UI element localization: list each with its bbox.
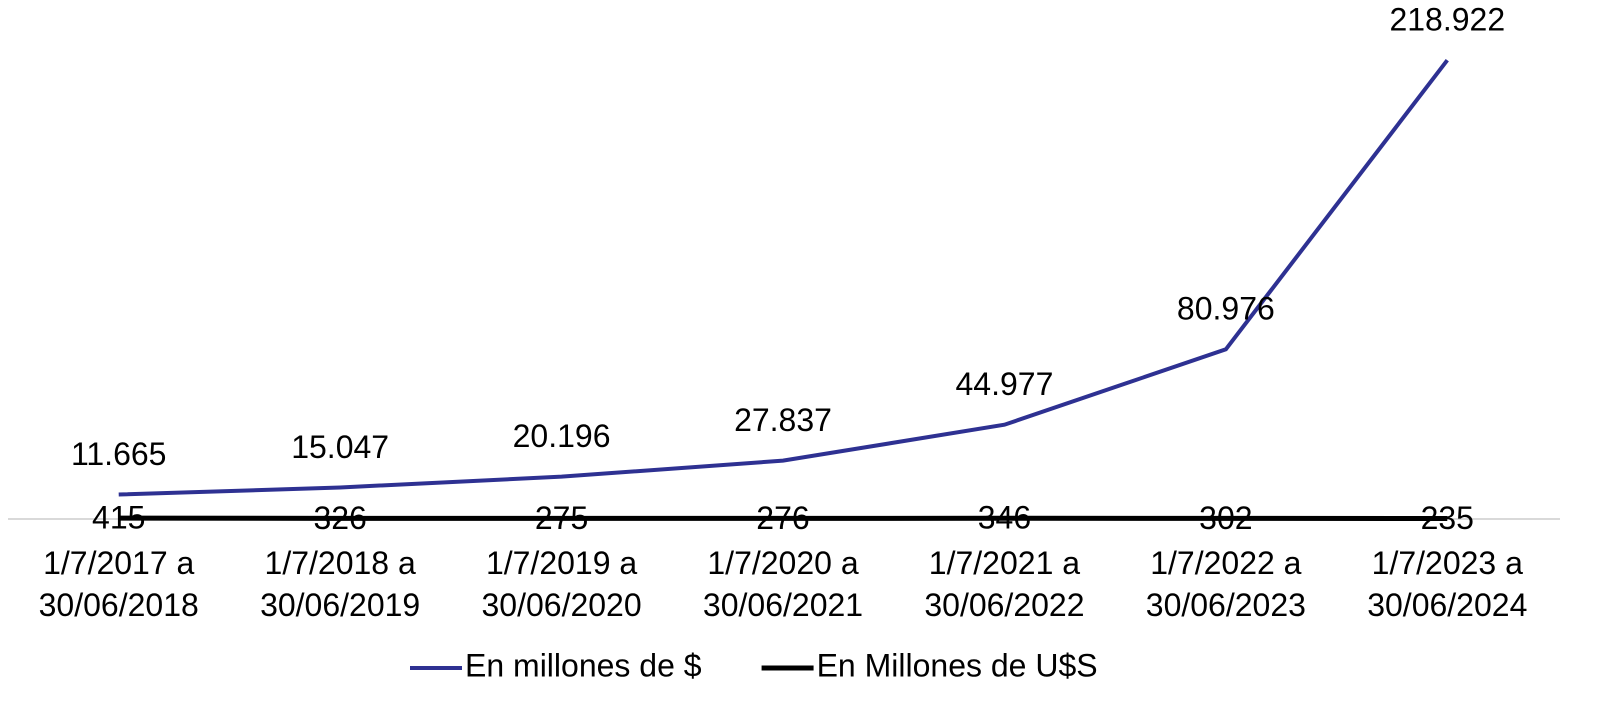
data-label: 415 [92,500,145,536]
data-label: 276 [756,500,809,536]
series-line [118,58,1449,497]
legend-label: En Millones de U$S [817,647,1098,683]
data-label: 20.196 [513,418,611,454]
data-label: 346 [978,500,1031,536]
data-label: 44.977 [955,366,1053,402]
x-tick-label: 1/7/2023 a 30/06/2024 [1367,545,1528,623]
data-label: 80.976 [1177,291,1275,327]
data-label: 302 [1199,500,1252,536]
x-tick-label: 1/7/2018 a 30/06/2019 [260,545,421,623]
data-label: 11.665 [71,436,167,472]
x-tick-label: 1/7/2022 a 30/06/2023 [1145,545,1306,623]
legend-label: En millones de $ [465,647,702,683]
data-label: 235 [1421,500,1474,536]
x-tick-label: 1/7/2019 a 30/06/2020 [481,545,642,623]
data-label: 275 [535,500,588,536]
x-tick-label: 1/7/2021 a 30/06/2022 [924,545,1085,623]
x-tick-label: 1/7/2017 a 30/06/2018 [38,545,199,623]
data-label: 15.047 [291,429,389,465]
data-label: 326 [313,500,366,536]
x-tick-label: 1/7/2020 a 30/06/2021 [702,545,864,623]
data-label: 27.837 [734,402,832,438]
data-label: 218.922 [1389,2,1505,38]
